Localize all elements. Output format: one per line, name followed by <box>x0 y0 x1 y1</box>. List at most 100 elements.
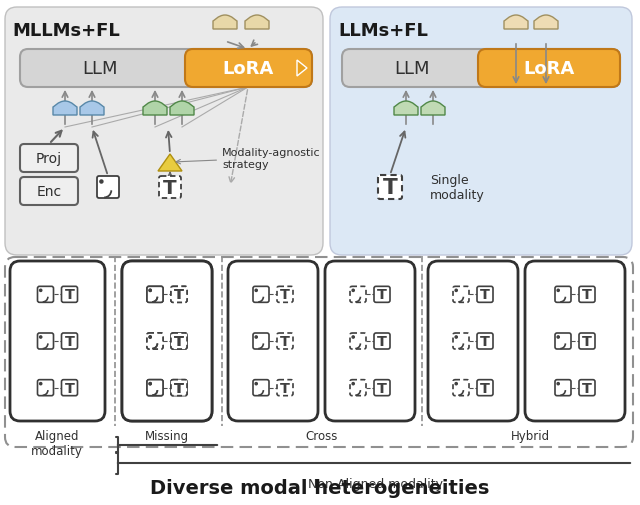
PathPatch shape <box>80 102 104 116</box>
FancyBboxPatch shape <box>5 258 633 447</box>
Circle shape <box>40 383 42 385</box>
Text: T: T <box>582 334 592 348</box>
FancyBboxPatch shape <box>171 287 187 302</box>
Text: T: T <box>280 288 290 301</box>
FancyBboxPatch shape <box>38 333 54 349</box>
Text: Enc: Enc <box>36 185 61 198</box>
Circle shape <box>100 181 103 184</box>
Text: LLMs+FL: LLMs+FL <box>338 22 428 40</box>
FancyBboxPatch shape <box>147 333 163 349</box>
Circle shape <box>40 336 42 338</box>
FancyBboxPatch shape <box>20 145 78 173</box>
Text: MLLMs+FL: MLLMs+FL <box>12 22 120 40</box>
FancyBboxPatch shape <box>342 50 620 88</box>
PathPatch shape <box>53 102 77 116</box>
FancyBboxPatch shape <box>428 262 518 421</box>
Circle shape <box>40 290 42 292</box>
FancyBboxPatch shape <box>171 333 187 349</box>
Text: T: T <box>174 381 184 395</box>
FancyBboxPatch shape <box>277 287 293 302</box>
Text: LLM: LLM <box>83 60 118 78</box>
FancyBboxPatch shape <box>330 8 632 256</box>
FancyBboxPatch shape <box>147 287 163 302</box>
FancyBboxPatch shape <box>579 333 595 349</box>
Circle shape <box>352 383 355 385</box>
FancyBboxPatch shape <box>122 262 212 421</box>
Text: T: T <box>480 288 490 301</box>
Text: T: T <box>174 381 184 395</box>
FancyBboxPatch shape <box>38 380 54 396</box>
FancyBboxPatch shape <box>478 50 620 88</box>
FancyBboxPatch shape <box>228 262 318 421</box>
PathPatch shape <box>213 16 237 30</box>
Circle shape <box>455 383 458 385</box>
Text: Hybrid: Hybrid <box>511 429 550 442</box>
FancyBboxPatch shape <box>20 178 78 206</box>
FancyBboxPatch shape <box>38 287 54 302</box>
FancyBboxPatch shape <box>20 50 312 88</box>
FancyBboxPatch shape <box>159 177 181 198</box>
FancyBboxPatch shape <box>374 380 390 396</box>
FancyBboxPatch shape <box>277 333 293 349</box>
FancyBboxPatch shape <box>185 50 312 88</box>
Text: T: T <box>174 288 184 301</box>
FancyBboxPatch shape <box>5 8 323 256</box>
FancyBboxPatch shape <box>555 333 571 349</box>
FancyBboxPatch shape <box>350 380 366 396</box>
FancyBboxPatch shape <box>97 177 119 198</box>
Text: Diverse modal heterogeneities: Diverse modal heterogeneities <box>150 478 490 497</box>
Circle shape <box>149 383 151 385</box>
Circle shape <box>557 383 559 385</box>
Text: T: T <box>174 334 184 348</box>
FancyBboxPatch shape <box>61 380 77 396</box>
Text: T: T <box>582 381 592 395</box>
FancyBboxPatch shape <box>374 333 390 349</box>
PathPatch shape <box>245 16 269 30</box>
FancyBboxPatch shape <box>453 287 469 302</box>
Text: Single
modality: Single modality <box>430 174 484 201</box>
FancyBboxPatch shape <box>147 380 163 396</box>
Circle shape <box>255 290 257 292</box>
Circle shape <box>352 290 355 292</box>
Circle shape <box>352 336 355 338</box>
Text: Cross: Cross <box>306 429 338 442</box>
FancyBboxPatch shape <box>171 380 187 396</box>
FancyBboxPatch shape <box>477 333 493 349</box>
FancyBboxPatch shape <box>253 333 269 349</box>
FancyBboxPatch shape <box>147 380 163 396</box>
FancyBboxPatch shape <box>453 333 469 349</box>
Circle shape <box>255 383 257 385</box>
Circle shape <box>149 290 151 292</box>
Text: Aligned
modality: Aligned modality <box>31 429 83 457</box>
Polygon shape <box>158 155 182 172</box>
Circle shape <box>455 336 458 338</box>
FancyBboxPatch shape <box>253 287 269 302</box>
PathPatch shape <box>170 102 194 116</box>
Text: LoRA: LoRA <box>222 60 274 78</box>
FancyBboxPatch shape <box>378 176 402 199</box>
Text: T: T <box>174 288 184 301</box>
Text: T: T <box>582 288 592 301</box>
Text: Missing: Missing <box>145 429 189 442</box>
PathPatch shape <box>534 16 558 30</box>
FancyBboxPatch shape <box>525 262 625 421</box>
PathPatch shape <box>394 102 418 116</box>
FancyBboxPatch shape <box>453 380 469 396</box>
FancyBboxPatch shape <box>147 333 163 349</box>
Circle shape <box>557 336 559 338</box>
FancyBboxPatch shape <box>61 287 77 302</box>
Circle shape <box>255 336 257 338</box>
FancyBboxPatch shape <box>147 287 163 302</box>
Polygon shape <box>297 61 307 77</box>
FancyBboxPatch shape <box>253 380 269 396</box>
PathPatch shape <box>143 102 167 116</box>
FancyBboxPatch shape <box>579 287 595 302</box>
Text: T: T <box>377 334 387 348</box>
Circle shape <box>149 336 151 338</box>
Text: T: T <box>163 178 177 197</box>
Circle shape <box>557 290 559 292</box>
PathPatch shape <box>504 16 528 30</box>
Circle shape <box>149 383 151 385</box>
FancyBboxPatch shape <box>122 262 212 421</box>
Text: T: T <box>377 381 387 395</box>
